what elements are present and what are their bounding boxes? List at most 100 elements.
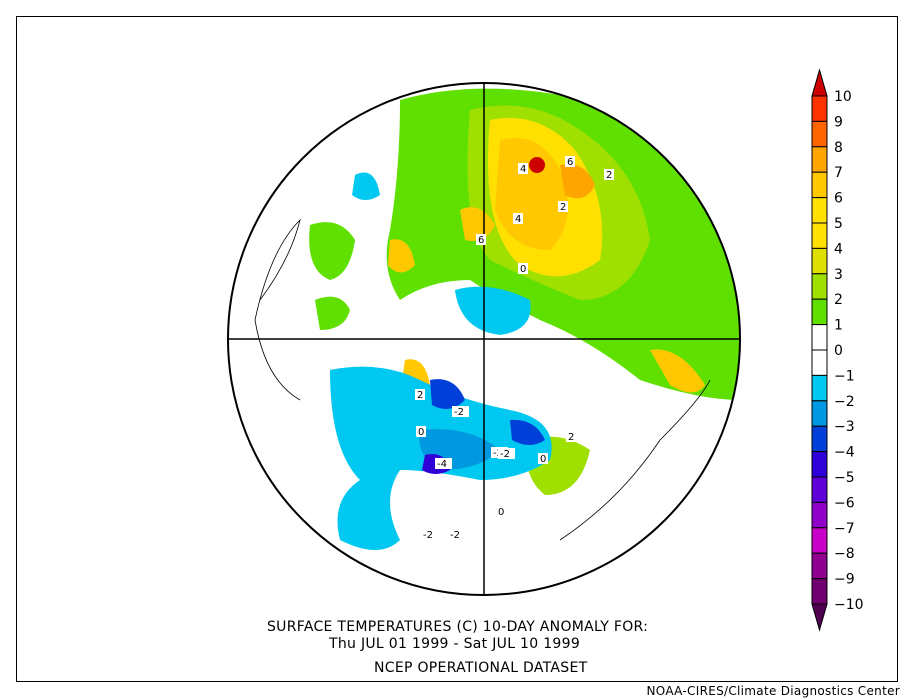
colorbar-label: 2 (834, 292, 843, 308)
anomaly-region-cold5 (430, 379, 465, 409)
contour-label: -2 (454, 407, 464, 418)
map-boundary (227, 82, 741, 596)
contour-label-bg (558, 201, 568, 212)
colorbar-box (811, 374, 828, 402)
contour-label-bg (496, 506, 506, 517)
colorbar-label: 7 (834, 165, 843, 181)
colorbar-label: −10 (834, 597, 864, 613)
anomaly-region-warm7 (388, 239, 415, 273)
contour-label-bg (415, 389, 425, 400)
contour-label: -4 (437, 459, 447, 470)
contour-label: 2 (417, 390, 423, 401)
colorbar-box (811, 552, 828, 580)
contour-label: -2 (493, 448, 503, 459)
anomaly-region-cold6 (510, 419, 545, 445)
anomaly-region-cold2 (455, 286, 531, 335)
title-line2: Thu JUL 01 1999 - Sat JUL 10 1999 (329, 636, 581, 652)
contour-label: 4 (515, 214, 521, 225)
contour-label: 2 (560, 202, 566, 213)
colorbar-label: −7 (834, 521, 855, 537)
colorbar-arrow-bottom (811, 603, 828, 632)
colorbar-box (811, 95, 828, 122)
contour-label: 0 (418, 427, 424, 438)
anomaly-region-warm6 (650, 349, 705, 393)
contour-label-bg (565, 156, 575, 167)
colorbar-label: 8 (834, 140, 843, 156)
colorbar-label: −3 (834, 419, 855, 435)
contour-label: -2 (500, 449, 510, 460)
colorbar-label: −9 (834, 572, 855, 588)
colorbar-label: −1 (834, 368, 855, 384)
credit: NOAA-CIRES/Climate Diagnostics Center (646, 684, 900, 698)
colorbar-label: −8 (834, 546, 855, 562)
colorbar-label: 10 (834, 89, 852, 105)
contour-line (559, 379, 711, 541)
plot-frame (16, 16, 898, 682)
anomaly-region-warm4 (560, 164, 595, 199)
contour-label: 6 (478, 235, 484, 246)
anomaly-peak (529, 157, 545, 173)
contour-label-bg (435, 458, 452, 469)
contour-label: 2 (606, 170, 612, 181)
colorbar-box (811, 247, 828, 275)
colorbar-box (811, 425, 828, 453)
colorbar-label: 5 (834, 216, 843, 232)
colorbar-label: −4 (834, 445, 855, 461)
colorbar-label: 3 (834, 267, 843, 283)
colorbar-label: 0 (834, 343, 843, 359)
colorbar-box (811, 501, 828, 529)
contour-line (254, 218, 301, 401)
colorbar-box (811, 146, 828, 173)
colorbar-box (811, 197, 828, 224)
colorbar-box (811, 120, 828, 148)
anomaly-region-pacific (315, 296, 350, 330)
colorbar-box (811, 578, 828, 605)
contour-label-bg (518, 163, 528, 174)
contour-label-bg (538, 453, 548, 464)
colorbar-box (811, 451, 828, 478)
colorbar-box (811, 324, 828, 351)
contour-label: 4 (520, 164, 526, 175)
title-line3: NCEP OPERATIONAL DATASET (374, 660, 588, 676)
colorbar-label: 6 (834, 191, 843, 207)
contour-label-bg (476, 234, 486, 245)
colorbar-label: 4 (834, 241, 843, 257)
colorbar-arrow-top (811, 68, 828, 97)
contour-label: 6 (567, 157, 573, 168)
colorbar-box (811, 298, 828, 326)
colorbar-label: 1 (834, 318, 843, 334)
colorbar-box (811, 476, 828, 503)
contour-label-bg (452, 406, 469, 417)
contour-label-bg (421, 529, 438, 540)
contour-label-bg (416, 426, 426, 437)
contour-label-bg (498, 448, 515, 459)
colorbar-label: −6 (834, 495, 855, 511)
contour-label-bg (448, 529, 465, 540)
contour-label: 0 (520, 264, 526, 275)
anomaly-region-greenland (309, 222, 355, 280)
contour-label-bg (513, 213, 523, 224)
colorbar-box (811, 171, 828, 199)
contour-label-bg (566, 431, 576, 442)
contour-label: 2 (568, 432, 574, 443)
colorbar-box (811, 527, 828, 554)
contour-label: -2 (450, 530, 460, 541)
anomaly-region-warm5 (460, 207, 495, 241)
colorbar-box (811, 400, 828, 427)
colorbar-label: −2 (834, 394, 855, 410)
title-line1: SURFACE TEMPERATURES (C) 10-DAY ANOMALY … (267, 619, 649, 635)
contour-label: -2 (423, 530, 433, 541)
colorbar-label: −5 (834, 470, 855, 486)
anomaly-region-cold3 (352, 172, 380, 200)
colorbar-box (811, 349, 828, 376)
colorbar-box (811, 273, 828, 300)
colorbar-label: 9 (834, 114, 843, 130)
contour-label-bg (604, 169, 614, 180)
contour-label: 0 (540, 454, 546, 465)
contour-label: 0 (498, 507, 504, 518)
colorbar-box (811, 222, 828, 249)
contour-label-bg (518, 263, 528, 274)
